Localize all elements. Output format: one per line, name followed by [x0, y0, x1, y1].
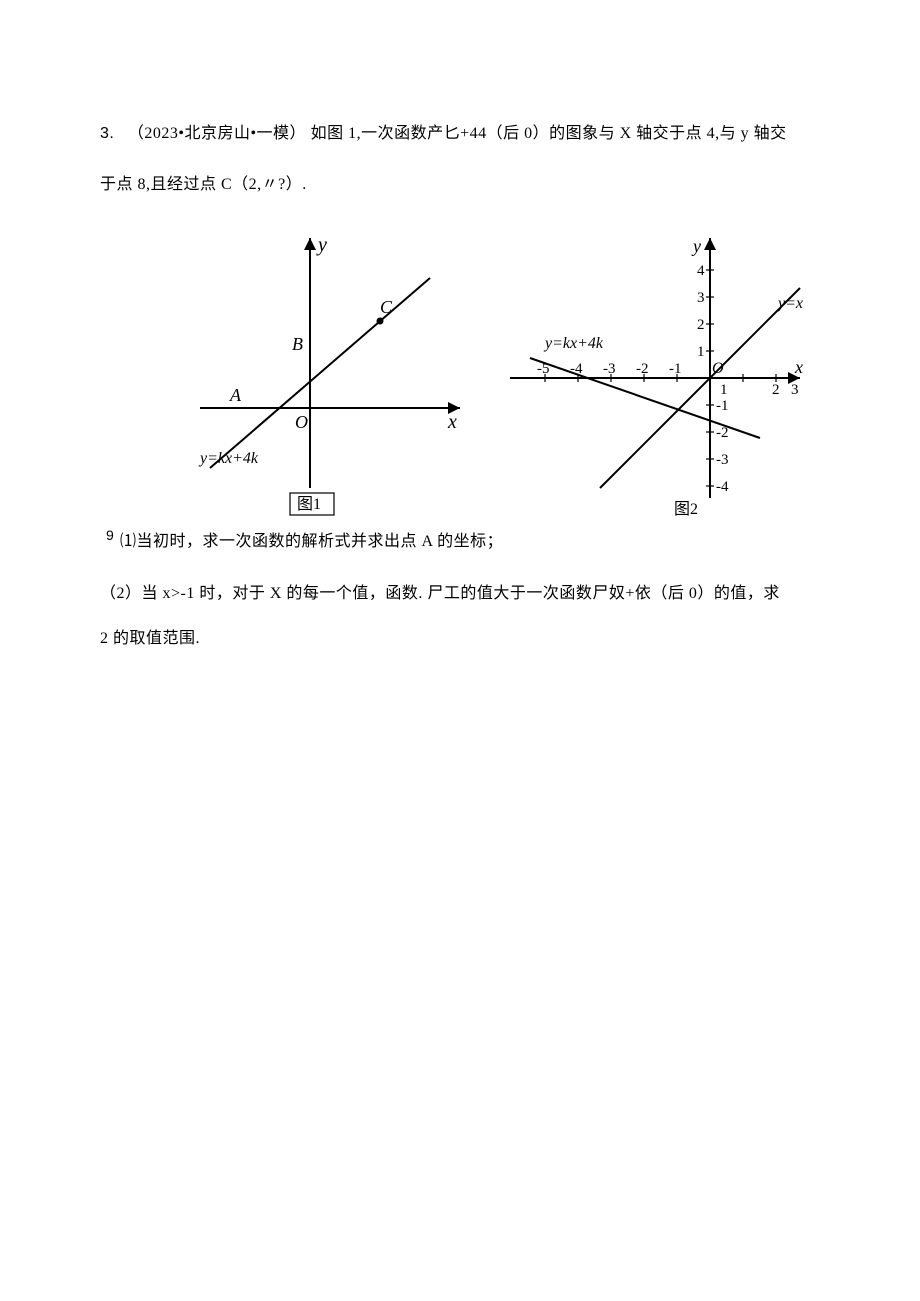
- fig2-ytick-2: 2: [697, 317, 705, 333]
- figures-row: y x O A B C y=kx+4k 图1: [100, 218, 820, 528]
- stem-line-b: 于点 8,且经过点 C（2,〃?）.: [100, 176, 307, 193]
- fig2-xtick-2: 2: [772, 382, 780, 398]
- fig2-ytick--2: -2: [716, 425, 729, 441]
- page: 3. （2023•北京房山•一模） 如图 1,一次函数产匕+44（后 0）的图象…: [0, 0, 920, 1301]
- fig1-caption-box: 图1: [290, 493, 334, 515]
- fig1-line-label: y=kx+4k: [198, 450, 259, 467]
- fraction-numerator: 9: [106, 520, 114, 551]
- figure-2: -5 -4 -3 -2 -1 1 2 3 1 2 3 4 -1 -2 -3 -4…: [500, 218, 820, 518]
- fig2-ylabel: y: [691, 236, 701, 256]
- question-number: 3.: [100, 125, 114, 142]
- fig2-origin: O: [712, 360, 724, 377]
- fig2-ytick--4: -4: [716, 479, 729, 495]
- problem-source: （2023•北京房山•一模）: [128, 125, 306, 142]
- fig2-xtick--5: -5: [537, 361, 550, 377]
- fig1-origin: O: [295, 412, 308, 432]
- fig2-xtick--3: -3: [603, 361, 616, 377]
- fig2-xtick-1: 1: [720, 382, 728, 398]
- fig2-xtick--1: -1: [669, 361, 682, 377]
- q2-text-a: （2）当 x>-1 时，对于 X 的每一个值，函数. 尸工的值大于一次函数尸奴+…: [100, 585, 780, 602]
- q1-text: ⑴当初时，求一次函数的解析式并求出点 A 的坐标；: [120, 533, 503, 550]
- fig2-ytick--1: -1: [716, 398, 729, 414]
- stem-line-a: 如图 1,一次函数产匕+44（后 0）的图象与 X 轴交于点 4,与 y 轴交: [311, 125, 787, 142]
- fig2-ytick-3: 3: [697, 290, 705, 306]
- fig2-caption: 图2: [674, 501, 698, 518]
- fig2-xlabel: x: [794, 357, 803, 377]
- q2-text-b: 2 的取值范围.: [100, 630, 200, 647]
- problem-stem: 3. （2023•北京房山•一模） 如图 1,一次函数产匕+44（后 0）的图象…: [100, 116, 820, 151]
- fig2-caption-box: 图2: [670, 501, 714, 518]
- question-1: 9 ⑴当初时，求一次函数的解析式并求出点 A 的坐标；: [100, 524, 820, 559]
- fig2-xtick--4: -4: [570, 361, 583, 377]
- fig1-xlabel: x: [447, 411, 457, 433]
- fig1-label-c: C: [380, 297, 393, 317]
- fig2-ytick-1: 1: [697, 344, 705, 360]
- fig2-ytick--3: -3: [716, 452, 729, 468]
- fig1-ylabel: y: [316, 234, 327, 256]
- fig2-xtick--2: -2: [636, 361, 649, 377]
- question-2-line-b: 2 的取值范围.: [100, 621, 820, 656]
- fig2-line1-label: y=x: [776, 295, 803, 312]
- fig1-label-b: B: [292, 334, 303, 354]
- stem-line-b-wrap: 于点 8,且经过点 C（2,〃?）.: [100, 167, 820, 202]
- question-2-line-a: （2）当 x>-1 时，对于 X 的每一个值，函数. 尸工的值大于一次函数尸奴+…: [100, 576, 820, 611]
- fig2-xtick-3: 3: [791, 382, 799, 398]
- fig2-line2-label: y=kx+4k: [543, 335, 604, 352]
- figure-1: y x O A B C y=kx+4k 图1: [180, 218, 480, 518]
- fig2-ytick-4: 4: [697, 263, 705, 279]
- fig1-caption: 图1: [297, 496, 321, 513]
- fig1-label-a: A: [229, 385, 242, 405]
